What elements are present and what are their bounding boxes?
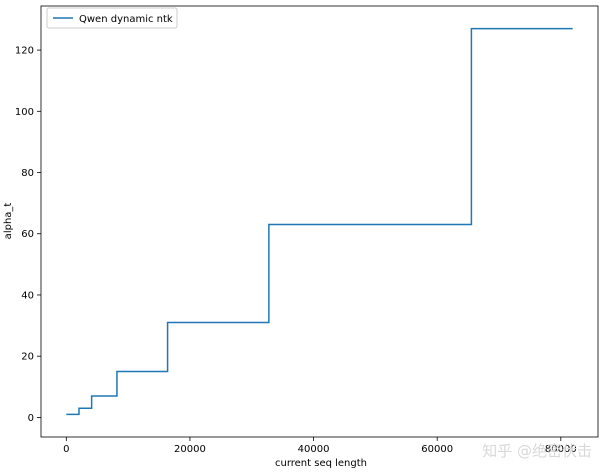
- axes-frame: [40, 5, 599, 438]
- x-tick-label-40000: 40000: [298, 444, 330, 455]
- x-axis-label: current seq length: [275, 458, 367, 469]
- y-tick-label-20: 20: [21, 352, 34, 363]
- x-tick-label-80000: 80000: [545, 444, 577, 455]
- y-axis-label: alpha_t: [3, 203, 14, 240]
- y-tick-label-120: 120: [15, 46, 34, 57]
- x-tick-label-60000: 60000: [421, 444, 453, 455]
- watermark-text: 知乎 @绝密伏击: [482, 442, 592, 460]
- legend-box: [46, 7, 178, 29]
- x-tick-label-20000: 20000: [174, 444, 206, 455]
- series-line-0: [66, 27, 573, 416]
- y-tick-label-60: 60: [21, 229, 34, 240]
- legend-label: Qwen dynamic ntk: [79, 14, 173, 25]
- plot-area: 0 20000 40000 60000 80000 0 20 40 60 80 100 120: [15, 5, 599, 455]
- legend: Qwen dynamic ntk: [46, 7, 178, 29]
- y-tick-label-40: 40: [21, 290, 34, 301]
- y-tick-label-100: 100: [15, 107, 34, 118]
- y-tick-label-0: 0: [28, 413, 34, 424]
- y-tick-label-80: 80: [21, 168, 34, 179]
- x-tick-label-0: 0: [63, 444, 69, 455]
